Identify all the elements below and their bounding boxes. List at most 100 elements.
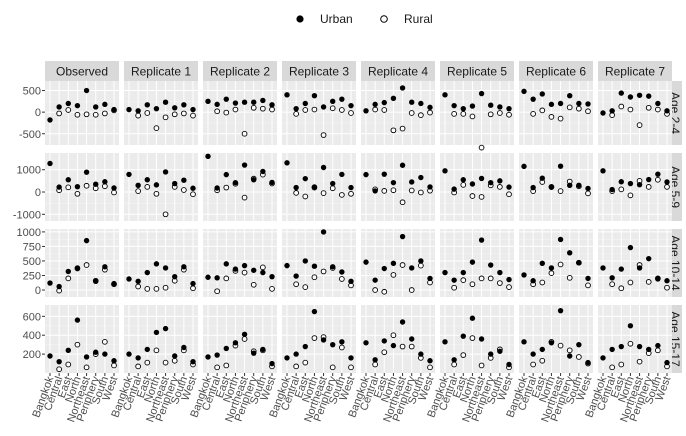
- urban-point: [284, 262, 290, 269]
- urban-point: [56, 358, 62, 365]
- urban-point: [567, 182, 573, 189]
- urban-point: [664, 359, 670, 366]
- urban-point: [251, 177, 257, 183]
- rural-point: [451, 284, 457, 291]
- rural-point: [627, 340, 634, 347]
- rural-point: [56, 110, 62, 117]
- rural-point: [418, 262, 424, 269]
- rural-point: [302, 359, 309, 366]
- urban-point: [646, 176, 652, 183]
- urban-point: [451, 357, 457, 363]
- urban-point: [102, 264, 108, 270]
- urban-point: [102, 101, 108, 108]
- column-strip-label: Replicate 7: [605, 65, 665, 79]
- rural-point: [451, 111, 457, 117]
- column-strip-background: [124, 61, 198, 81]
- urban-point: [251, 350, 257, 356]
- rural-point: [250, 104, 257, 111]
- urban-point: [205, 153, 211, 160]
- rural-point: [408, 110, 415, 116]
- panel-background: [282, 153, 356, 221]
- urban-point: [530, 184, 536, 191]
- urban-point: [664, 108, 670, 114]
- urban-point: [260, 168, 266, 175]
- urban-point: [284, 160, 290, 166]
- rural-point: [618, 186, 625, 193]
- urban-point: [646, 346, 652, 353]
- column-strip-background: [203, 61, 277, 81]
- y-tick-label: -1000: [13, 209, 41, 221]
- urban-point: [65, 347, 71, 354]
- urban-point: [348, 355, 354, 361]
- urban-point: [56, 283, 62, 290]
- rural-point: [348, 110, 354, 116]
- urban-point: [585, 101, 591, 107]
- urban-point: [214, 275, 220, 281]
- urban-point: [548, 183, 555, 190]
- urban-point: [460, 105, 466, 112]
- panel-background: [361, 229, 435, 297]
- rural-point: [576, 105, 582, 112]
- y-tick-label: 500: [23, 256, 41, 268]
- rural-point: [469, 335, 476, 341]
- urban-point: [609, 346, 615, 353]
- rural-point: [451, 361, 457, 368]
- rural-point: [339, 344, 345, 351]
- urban-point: [506, 276, 512, 283]
- rural-point: [250, 281, 257, 288]
- rural-point: [655, 347, 661, 354]
- facet-panel: [203, 305, 277, 373]
- facet-panel: [45, 305, 119, 373]
- urban-point: [469, 259, 476, 265]
- urban-point: [506, 184, 512, 190]
- urban-point: [232, 179, 239, 186]
- urban-point: [469, 103, 476, 109]
- column-strip-label: Replicate 6: [526, 65, 586, 79]
- urban-point: [539, 91, 545, 97]
- y-tick-label: 0: [35, 285, 41, 297]
- rural-point: [372, 287, 378, 293]
- rural-point: [487, 111, 494, 118]
- urban-point: [636, 181, 643, 188]
- urban-point: [627, 323, 634, 329]
- urban-point: [311, 308, 318, 315]
- urban-point: [418, 174, 424, 181]
- urban-point: [311, 184, 318, 190]
- urban-point: [381, 265, 387, 272]
- urban-point: [214, 101, 220, 108]
- rural-point: [609, 281, 615, 288]
- rural-point: [645, 279, 652, 285]
- facet-panel: Observed: [45, 61, 119, 145]
- urban-point: [223, 96, 229, 102]
- legend-rural-label: Rural: [404, 12, 433, 26]
- rural-point: [478, 275, 485, 282]
- facet-panel: [203, 229, 277, 297]
- rural-point: [566, 104, 573, 111]
- urban-point: [600, 265, 606, 271]
- rural-point: [478, 194, 485, 200]
- panel-background: [203, 305, 277, 373]
- rural-point: [469, 281, 476, 288]
- urban-point: [102, 179, 108, 185]
- legend-urban-label: Urban: [320, 12, 353, 26]
- urban-point: [399, 162, 406, 168]
- rural-point: [539, 279, 546, 286]
- urban-point: [636, 343, 643, 350]
- urban-point: [83, 87, 90, 94]
- urban-point: [47, 280, 53, 286]
- column-strip-background: [440, 61, 514, 81]
- urban-point: [427, 184, 433, 190]
- rural-point: [418, 112, 424, 119]
- urban-point: [47, 160, 53, 167]
- panel-background: [440, 305, 514, 373]
- urban-point: [205, 98, 211, 105]
- rural-point: [293, 190, 299, 196]
- rural-point: [92, 111, 99, 118]
- rural-point: [408, 187, 415, 194]
- urban-point: [232, 100, 239, 106]
- rural-point: [162, 114, 169, 121]
- urban-point: [260, 269, 266, 276]
- urban-point: [567, 353, 573, 359]
- urban-point: [478, 237, 485, 243]
- rural-point: [381, 107, 388, 113]
